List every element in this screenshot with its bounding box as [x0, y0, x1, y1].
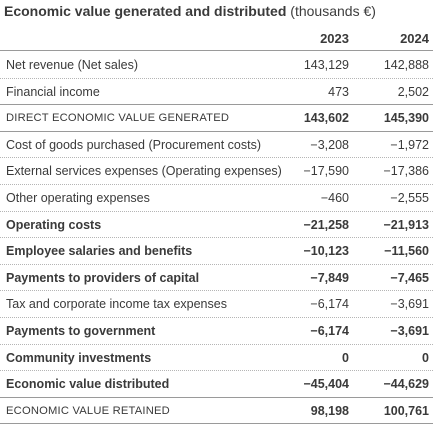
- column-header-2024: 2024: [400, 31, 429, 46]
- row-divider: [0, 370, 433, 372]
- value-2024: −3,691: [390, 297, 429, 312]
- value-2024: −2,555: [390, 191, 429, 205]
- value-2023: 143,129: [303, 58, 349, 72]
- value-2023: −17,590: [303, 164, 349, 179]
- value-2023: 473: [328, 84, 349, 99]
- table-title-main: Economic value generated and distributed: [4, 3, 287, 19]
- value-2024: −11,560: [384, 244, 429, 259]
- row-label: Community investments: [6, 350, 152, 365]
- table-header: 2023 2024: [0, 27, 433, 51]
- value-2024: −7,465: [390, 270, 429, 285]
- row-divider: [0, 237, 433, 239]
- row-label: Cost of goods purchased (Procurement cos…: [6, 137, 261, 152]
- row-label: Financial income: [6, 84, 100, 99]
- value-2023: 143,602: [303, 111, 349, 126]
- table-row: Payments to government −6,174 −3,691: [0, 318, 433, 345]
- row-divider: [0, 290, 433, 292]
- value-2023: 98,198: [310, 403, 349, 418]
- value-2023: −45,404: [303, 377, 349, 392]
- value-2024: −17,386: [383, 164, 429, 179]
- value-2024: −21,913: [383, 217, 429, 232]
- row-divider: [0, 183, 433, 185]
- row-divider: [0, 263, 433, 265]
- row-label: ECONOMIC VALUE RETAINED: [6, 404, 170, 417]
- value-2023: 0: [342, 350, 349, 365]
- table-row: Employee salaries and benefits −10,123 −11…: [0, 238, 433, 265]
- value-2023: −460: [320, 191, 349, 205]
- table-row: Economic value distributed −45,404 −44,629: [0, 371, 433, 398]
- table-row: Cost of goods purchased (Procurement cos…: [0, 132, 433, 159]
- row-label: Other operating expenses: [6, 191, 150, 205]
- row-label: Payments to providers of capital: [6, 270, 200, 285]
- table-row: Payments to providers of capital −7,849 −7…: [0, 265, 433, 292]
- row-divider: [0, 210, 433, 212]
- column-header-2023: 2023: [320, 31, 349, 46]
- row-label: Payments to government: [6, 324, 156, 338]
- table-row: Financial income 473 2,502: [0, 79, 433, 106]
- value-2024: −3,691: [390, 324, 429, 338]
- row-label: Tax and corporate income tax expenses: [6, 297, 227, 312]
- row-divider: [0, 423, 433, 425]
- row-label: External services expenses (Operating ex…: [6, 164, 282, 179]
- value-2023: −6,174: [310, 297, 349, 312]
- table-row: Other operating expenses −460 −2,555: [0, 185, 433, 212]
- row-label: Net revenue (Net sales): [6, 58, 139, 72]
- table-row: Net revenue (Net sales) 143,129 142,888: [0, 52, 433, 79]
- table-title: Economic value generated and distributed…: [4, 3, 376, 19]
- row-divider: [0, 316, 433, 318]
- value-2024: −44,629: [383, 377, 429, 392]
- value-2024: −1,972: [390, 137, 429, 152]
- value-2023: −10,123: [303, 244, 349, 259]
- row-divider: [0, 396, 433, 398]
- table-row: Tax and corporate income tax expenses −6,…: [0, 291, 433, 318]
- row-divider: [0, 130, 433, 132]
- header-rule: [0, 50, 433, 51]
- row-label: DIRECT ECONOMIC VALUE GENERATED: [6, 112, 230, 125]
- table-row: Community investments 0 0: [0, 345, 433, 372]
- value-2024: 145,390: [383, 111, 429, 126]
- row-divider: [0, 77, 433, 79]
- table-row: DIRECT ECONOMIC VALUE GENERATED 143,602 14…: [0, 105, 433, 132]
- value-2023: −6,174: [310, 324, 349, 338]
- value-2024: 0: [422, 350, 429, 365]
- row-divider: [0, 104, 433, 106]
- table-row: External services expenses (Operating ex…: [0, 158, 433, 185]
- row-label: Operating costs: [6, 217, 102, 232]
- row-label: Employee salaries and benefits: [6, 244, 193, 259]
- row-label: Economic value distributed: [6, 377, 170, 392]
- row-divider: [0, 157, 433, 159]
- value-2024: 142,888: [383, 58, 429, 72]
- table-row: ECONOMIC VALUE RETAINED 98,198 100,761: [0, 398, 433, 425]
- value-2023: −3,208: [310, 137, 349, 152]
- value-2024: 100,761: [383, 403, 429, 418]
- value-2023: −7,849: [310, 270, 349, 285]
- table-title-unit: (thousands €): [290, 3, 376, 19]
- table-row: Operating costs −21,258 −21,913: [0, 212, 433, 239]
- value-2023: −21,258: [303, 217, 349, 232]
- row-divider: [0, 343, 433, 345]
- value-2024: 2,502: [397, 84, 429, 99]
